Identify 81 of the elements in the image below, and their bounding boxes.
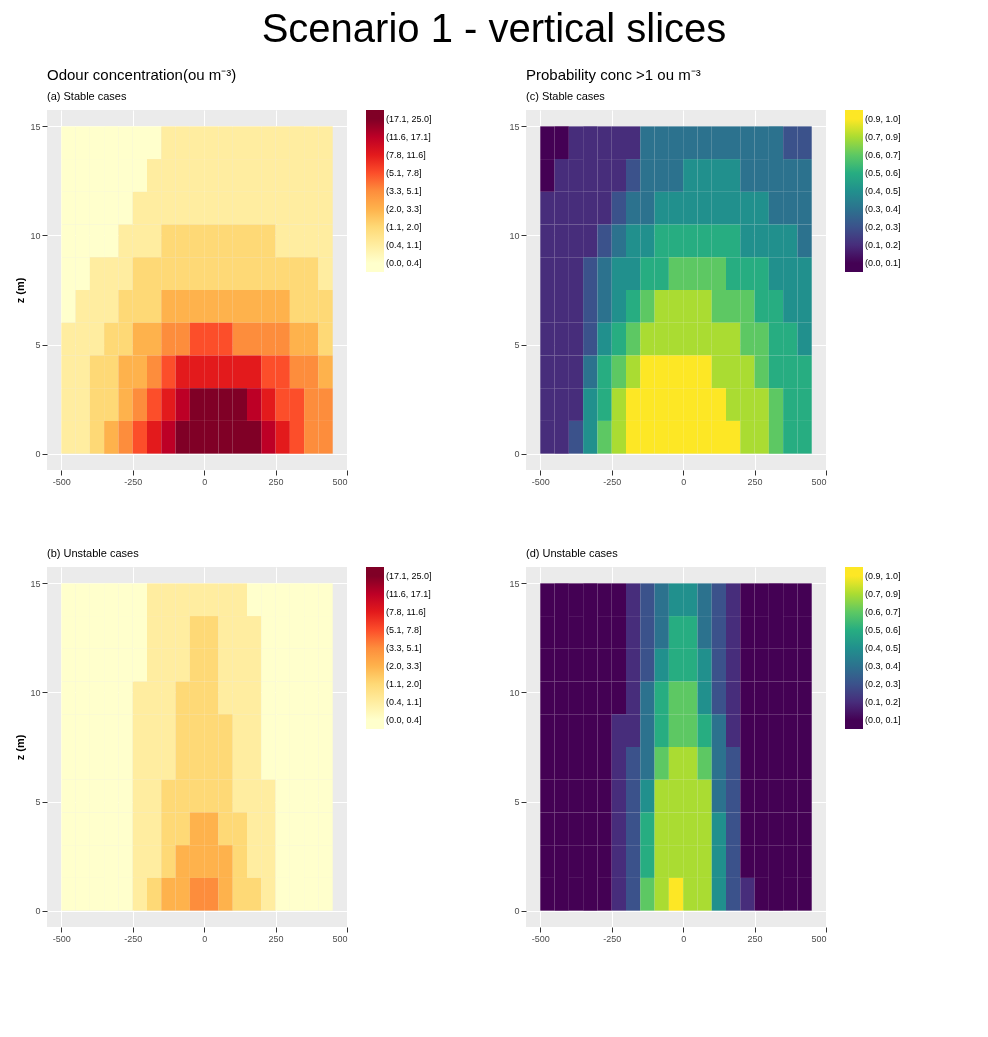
y-tick-label: 15 <box>30 121 41 132</box>
x-tick-label: -500 <box>52 933 71 944</box>
color-bar-label: (7.8, 11.6] <box>386 606 426 617</box>
x-tick-label: -250 <box>603 933 622 944</box>
x-tick-label: -250 <box>124 933 143 944</box>
y-tick-label: 10 <box>30 230 41 241</box>
y-tick-label: 15 <box>30 578 41 589</box>
color-bar-label: (5.1, 7.8] <box>386 625 422 635</box>
color-bar-label: (7.8, 11.6] <box>386 149 426 160</box>
color-bar-label: (3.3, 5.1] <box>386 186 422 196</box>
color-bar-label: (17.1, 25.0] <box>386 113 432 124</box>
x-tick-label: 0 <box>202 933 208 944</box>
color-bar-label: (0.3, 0.4] <box>865 661 901 671</box>
color-bar-label: (11.6, 17.1] <box>386 131 431 142</box>
color-bar-label: (0.4, 1.1] <box>386 240 422 251</box>
chart-title: Odour concentration(ou m⁻³) <box>47 66 237 83</box>
x-tick-label: -500 <box>52 476 71 487</box>
color-bar-label: (0.3, 0.4] <box>865 204 901 214</box>
x-tick-label: 250 <box>747 476 763 487</box>
color-bar-label: (0.4, 0.5] <box>865 186 901 196</box>
color-bar-label: (0.0, 0.4] <box>386 258 422 269</box>
x-tick-label: 250 <box>268 476 284 487</box>
color-bar-label: (0.4, 1.1] <box>386 697 422 708</box>
color-bar-label: (0.1, 0.2] <box>865 697 901 708</box>
y-tick-label: 0 <box>35 906 41 917</box>
y-axis-title: z (m) <box>14 734 27 761</box>
color-bar-label: (3.3, 5.1] <box>386 643 422 653</box>
chart-subtitle: (a) Stable cases <box>47 90 127 102</box>
color-bar-label: (0.6, 0.7] <box>865 149 901 160</box>
x-tick-label: 250 <box>747 933 763 944</box>
y-tick-label: 5 <box>35 797 41 808</box>
x-tick-label: 250 <box>268 933 284 944</box>
color-bar-label: (0.1, 0.2] <box>865 240 901 251</box>
y-tick-label: 10 <box>30 687 41 698</box>
x-tick-label: -500 <box>531 933 550 944</box>
y-tick-label: 5 <box>35 340 41 351</box>
color-bar-label: (0.9, 1.0] <box>865 570 901 581</box>
x-tick-label: -250 <box>603 476 622 487</box>
x-tick-label: 0 <box>681 476 687 487</box>
color-bar-label: (1.1, 2.0] <box>386 222 422 233</box>
x-tick-label: 0 <box>681 933 687 944</box>
y-tick-label: 0 <box>35 449 41 460</box>
y-tick-label: 0 <box>514 906 520 917</box>
color-bar-label: (2.0, 3.3] <box>386 661 422 671</box>
color-bar-label: (0.0, 0.1] <box>865 715 901 726</box>
color-bar-label: (0.5, 0.6] <box>865 168 901 178</box>
x-tick-label: 500 <box>811 933 827 944</box>
y-tick-label: 0 <box>514 449 520 460</box>
y-tick-label: 15 <box>509 121 520 132</box>
color-bar-label: (0.2, 0.3] <box>865 222 901 233</box>
color-bar-label: (0.9, 1.0] <box>865 113 901 124</box>
y-tick-label: 15 <box>509 578 520 589</box>
color-bar-label: (0.6, 0.7] <box>865 606 901 617</box>
color-bar-label: (0.0, 0.4] <box>386 715 422 726</box>
x-tick-label: 500 <box>332 476 348 487</box>
y-tick-label: 5 <box>514 797 520 808</box>
color-bar-label: (17.1, 25.0] <box>386 570 432 581</box>
color-bar-label: (1.1, 2.0] <box>386 679 422 690</box>
color-bar-label: (0.7, 0.9] <box>865 588 901 599</box>
y-tick-label: 10 <box>509 687 520 698</box>
x-tick-label: -500 <box>531 476 550 487</box>
y-axis-title: z (m) <box>14 277 27 304</box>
x-tick-label: 500 <box>332 933 348 944</box>
x-tick-label: -250 <box>124 476 143 487</box>
chart-subtitle: (d) Unstable cases <box>526 547 619 559</box>
text: Scenario 1 - vertical slices <box>260 5 728 52</box>
color-bar-label: (2.0, 3.3] <box>386 204 422 214</box>
color-bar-label: (0.2, 0.3] <box>865 679 901 690</box>
color-bar-label: (5.1, 7.8] <box>386 168 422 178</box>
chart-subtitle: (c) Stable cases <box>526 90 606 102</box>
color-bar-label: (0.7, 0.9] <box>865 131 901 142</box>
color-bar-label: (11.6, 17.1] <box>386 588 431 599</box>
y-tick-label: 5 <box>514 340 520 351</box>
x-tick-label: 500 <box>811 476 827 487</box>
color-bar-label: (0.4, 0.5] <box>865 643 901 653</box>
color-bar-label: (0.5, 0.6] <box>865 625 901 635</box>
chart-title: Probability conc >1 ou m⁻³ <box>526 66 701 83</box>
x-tick-label: 0 <box>202 476 208 487</box>
color-bar-label: (0.0, 0.1] <box>865 258 901 269</box>
chart-subtitle: (b) Unstable cases <box>47 547 140 559</box>
y-tick-label: 10 <box>509 230 520 241</box>
